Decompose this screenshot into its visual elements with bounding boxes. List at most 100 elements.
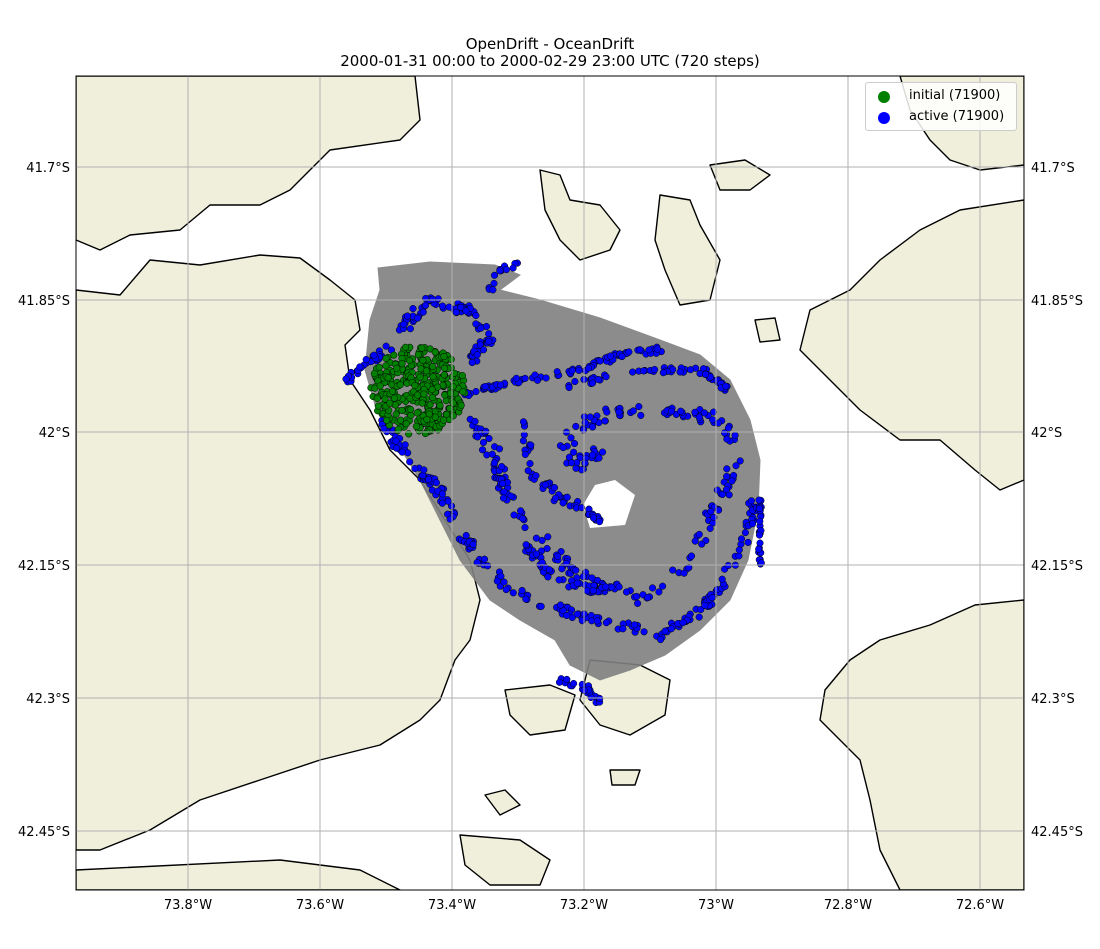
initial-particle	[384, 374, 392, 382]
initial-particle	[441, 364, 449, 372]
active-particle	[633, 592, 641, 601]
active-particle	[392, 444, 401, 452]
initial-particle	[401, 343, 410, 351]
initial-particle	[418, 344, 426, 352]
active-particle	[578, 504, 586, 512]
initial-particle	[418, 399, 426, 407]
active-particle	[708, 594, 716, 602]
active-particle	[342, 375, 350, 383]
lon-tick-label: 73.8°W	[164, 898, 212, 913]
active-particle	[724, 424, 732, 432]
active-particle	[589, 587, 597, 595]
active-particle	[420, 466, 428, 474]
land-east	[799, 199, 1024, 491]
active-particle	[677, 407, 685, 415]
active-particle	[615, 408, 623, 416]
active-particle	[581, 418, 589, 427]
active-particle	[723, 465, 731, 473]
active-particle	[741, 529, 749, 537]
lat-tick-label-left: 41.85°S	[18, 294, 70, 309]
map-subtitle: 2000-01-31 00:00 to 2000-02-29 23:00 UTC…	[340, 52, 760, 70]
initial-particle	[431, 413, 439, 421]
active-particle	[691, 408, 699, 416]
active-particle	[537, 602, 545, 610]
initial-particle	[398, 406, 406, 414]
active-particle	[445, 303, 453, 311]
active-particle	[471, 417, 479, 425]
initial-particle	[376, 382, 384, 390]
active-particle	[720, 429, 729, 437]
active-particle	[645, 346, 653, 354]
active-particle	[519, 515, 527, 523]
initial-particle	[429, 362, 437, 371]
active-particle	[602, 619, 610, 627]
active-particle	[512, 374, 520, 382]
active-particle	[484, 562, 492, 570]
active-particle	[589, 514, 598, 522]
lat-tick-label-right: 41.7°S	[1031, 161, 1075, 176]
active-particle	[429, 295, 437, 303]
active-particle	[519, 437, 527, 445]
active-particle	[595, 518, 604, 526]
active-particle	[479, 346, 488, 354]
active-particle	[414, 314, 422, 322]
active-particle	[700, 409, 709, 417]
initial-particle	[374, 402, 382, 410]
active-particle	[419, 308, 427, 316]
active-particle	[488, 450, 496, 458]
active-particle	[480, 555, 489, 563]
tick-labels: 73.8°W 73.6°W 73.4°W 73.2°W 73°W 72.8°W 72.6°W…	[18, 161, 1083, 913]
active-particle	[599, 448, 607, 456]
active-particle	[555, 576, 563, 584]
active-particle	[676, 368, 684, 376]
active-particle	[510, 511, 518, 519]
active-particle	[570, 439, 579, 448]
active-particle	[551, 494, 560, 502]
active-particle	[695, 530, 703, 538]
active-particle	[544, 573, 552, 581]
active-particle	[545, 566, 553, 574]
active-particle	[400, 320, 408, 328]
active-particle	[489, 286, 497, 294]
active-particle	[586, 413, 594, 421]
active-particle	[661, 627, 669, 635]
active-particle	[502, 586, 510, 594]
active-particle	[722, 486, 731, 494]
active-particle	[485, 337, 493, 346]
initial-particle	[392, 410, 400, 418]
lat-tick-label-right: 42.3°S	[1031, 692, 1075, 707]
initial-particle	[370, 370, 378, 378]
land-southeast	[819, 599, 1024, 890]
active-particle	[698, 540, 706, 548]
legend-marker-active	[878, 112, 890, 124]
initial-particle	[416, 373, 424, 381]
active-particle	[615, 583, 623, 591]
active-particle	[695, 613, 703, 621]
initial-particle	[450, 369, 459, 377]
active-particle	[481, 383, 489, 391]
active-particle	[468, 358, 476, 367]
active-particle	[406, 325, 414, 333]
active-particle	[619, 625, 627, 633]
active-particle	[701, 601, 709, 609]
active-particle	[735, 546, 743, 554]
initial-particle	[431, 348, 439, 356]
lat-tick-label-right: 42.45°S	[1031, 825, 1083, 840]
active-particle	[541, 481, 549, 489]
initial-particle	[458, 372, 466, 380]
active-particle	[595, 454, 603, 462]
land-north-left	[76, 76, 421, 251]
active-particle	[521, 524, 529, 532]
active-particle	[563, 675, 571, 683]
active-particle	[755, 531, 764, 539]
active-particle	[498, 463, 506, 471]
active-particle	[679, 619, 687, 627]
active-particle	[502, 266, 510, 274]
active-particle	[509, 589, 517, 597]
initial-particle	[412, 422, 420, 430]
initial-particle	[373, 394, 381, 403]
initial-particle	[428, 385, 436, 394]
active-particle	[593, 617, 601, 625]
active-particle	[749, 520, 757, 528]
